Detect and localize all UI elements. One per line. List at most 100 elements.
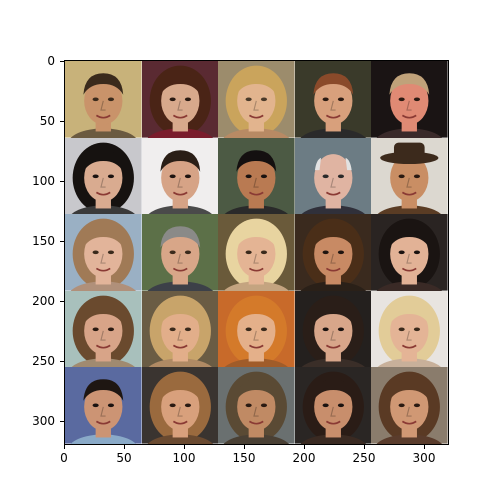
face-right-eye	[261, 250, 268, 255]
face-portrait	[218, 137, 295, 215]
face-tile	[371, 61, 448, 138]
face-right-eye	[414, 174, 421, 178]
face-portrait	[294, 367, 372, 444]
face-nose	[330, 177, 336, 188]
face-portrait	[371, 61, 448, 138]
face-shoulders	[224, 434, 289, 444]
x-tick-label: 100	[172, 451, 196, 465]
face-hair-top	[236, 303, 277, 325]
face-shoulders	[71, 281, 136, 291]
face-head	[313, 306, 353, 355]
face-right-eye	[261, 97, 268, 102]
face-hair-top	[236, 226, 277, 248]
face-shoulders	[300, 358, 366, 368]
y-tick-label: 300	[32, 414, 55, 428]
face-shoulders	[377, 358, 442, 368]
face-mouth	[172, 344, 188, 349]
y-tick-label: 100	[32, 174, 55, 188]
face-left-eye	[169, 327, 176, 331]
face-tile	[294, 367, 372, 444]
x-tick	[424, 445, 425, 449]
face-shoulders	[300, 434, 366, 444]
face-head	[390, 383, 429, 431]
face-right-eye	[337, 174, 344, 178]
x-tick-label: 200	[292, 451, 316, 465]
face-right-eye	[107, 97, 115, 102]
face-tile	[141, 61, 219, 138]
face-nose	[330, 407, 336, 417]
face-hair-top	[159, 149, 200, 172]
y-tick	[60, 61, 64, 62]
face-shoulders	[71, 205, 136, 215]
face-portrait	[65, 214, 142, 291]
face-hair-top	[236, 379, 277, 402]
x-tick-label: 300	[412, 451, 436, 465]
face-portrait	[65, 61, 142, 138]
face-tile	[218, 214, 295, 291]
face-head	[84, 383, 123, 431]
face-shoulders	[300, 128, 366, 138]
face-hair-top	[159, 73, 200, 95]
face-tile	[65, 214, 142, 291]
face-left-eye	[322, 97, 329, 102]
face-mouth	[249, 114, 264, 119]
face-left-eye	[398, 174, 406, 178]
face-mouth	[325, 421, 341, 425]
face-nose	[253, 253, 259, 264]
face-hair-sides	[314, 157, 352, 170]
face-right-eye	[184, 403, 191, 408]
face-head	[313, 77, 353, 125]
face-left-eye	[322, 327, 329, 331]
face-hair-top	[159, 379, 200, 402]
face-portrait	[371, 290, 448, 368]
y-tick	[60, 361, 64, 362]
face-mouth	[172, 191, 188, 196]
face-right-eye	[337, 403, 344, 408]
face-nose	[406, 100, 412, 111]
face-left-eye	[245, 97, 252, 102]
face-tile	[218, 61, 295, 138]
face-shoulders	[147, 434, 213, 444]
face-nose	[330, 100, 336, 111]
face-mouth	[172, 267, 188, 272]
face-head	[313, 230, 353, 278]
face-mouth	[402, 191, 418, 196]
face-head	[84, 306, 123, 355]
face-left-eye	[245, 327, 252, 331]
y-tick	[60, 121, 64, 122]
face-mouth	[402, 267, 418, 272]
face-portrait	[218, 61, 295, 138]
face-head	[237, 77, 276, 125]
face-shoulders	[300, 205, 366, 215]
face-nose	[100, 100, 106, 111]
face-head	[313, 153, 353, 202]
face-head	[390, 230, 429, 278]
face-hair-top	[313, 73, 354, 95]
face-left-eye	[245, 403, 252, 408]
face-right-eye	[107, 250, 115, 255]
face-head	[160, 383, 200, 431]
face-nose	[330, 253, 336, 264]
face-portrait	[65, 137, 142, 215]
face-left-eye	[92, 403, 99, 408]
face-portrait	[218, 367, 295, 444]
face-left-eye	[92, 327, 99, 331]
face-hair-top	[83, 226, 124, 248]
face-left-eye	[169, 174, 176, 178]
face-mouth	[95, 421, 111, 425]
face-shoulders	[147, 205, 213, 215]
y-tick-label: 250	[32, 354, 55, 368]
face-hair-top	[313, 379, 354, 402]
face-mouth	[249, 267, 264, 272]
face-tile	[65, 61, 142, 138]
face-portrait	[141, 61, 219, 138]
face-mouth	[325, 267, 341, 272]
face-nose	[406, 407, 412, 417]
face-tile	[371, 367, 448, 444]
x-tick	[244, 445, 245, 449]
face-tile	[218, 367, 295, 444]
face-right-eye	[107, 403, 115, 408]
face-right-eye	[337, 97, 344, 102]
face-tile	[371, 290, 448, 368]
face-tile	[294, 290, 372, 368]
